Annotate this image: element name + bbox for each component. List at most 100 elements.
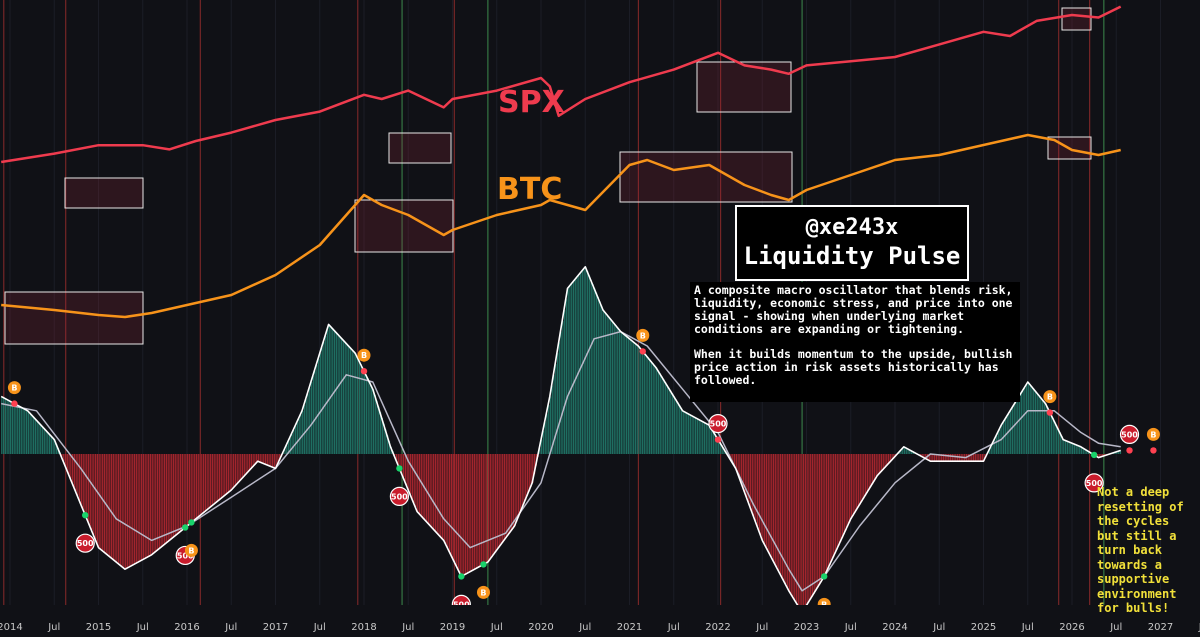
oscillator-bar (696, 418, 699, 454)
highlight-box (388, 132, 452, 164)
oscillator-bar (310, 382, 313, 454)
oscillator-bar (293, 430, 295, 454)
oscillator-bar (479, 454, 481, 567)
oscillator-bar (620, 331, 622, 454)
oscillator-bar (691, 415, 693, 454)
oscillator-bar (254, 454, 256, 466)
oscillator-bar (820, 454, 822, 583)
oscillator-bar (870, 454, 872, 488)
oscillator-bar (1070, 442, 1072, 454)
oscillator-bar (411, 454, 414, 499)
oscillator-bar (201, 454, 203, 515)
oscillator-bar (933, 454, 936, 462)
oscillator-bar (606, 314, 608, 454)
oscillator-bar (776, 454, 778, 568)
oscillator-bar (98, 454, 100, 548)
highlight-box (1061, 7, 1092, 31)
oscillator-bar (668, 387, 670, 454)
oscillator-bar (385, 429, 387, 454)
oscillator-bar (578, 275, 580, 454)
oscillator-bar (342, 339, 345, 454)
oscillator-bar (663, 379, 665, 454)
oscillator-bar (967, 454, 969, 462)
oscillator-bar (939, 454, 941, 462)
oscillator-bar (43, 428, 45, 454)
oscillator-bar (302, 410, 304, 454)
oscillator-bar (413, 454, 415, 503)
oscillator-bar (995, 436, 998, 454)
oscillator-bar (185, 454, 187, 528)
oscillator-bar (824, 454, 826, 577)
oscillator-bar (362, 367, 364, 454)
oscillator-bar (647, 356, 649, 454)
oscillator-bar (1102, 454, 1104, 457)
oscillator-bar (618, 329, 621, 454)
oscillator-bar (167, 454, 169, 542)
oscillator-bar (41, 426, 44, 454)
oscillator-bar (988, 450, 991, 454)
oscillator-bar (38, 422, 40, 454)
oscillator-bar (673, 396, 676, 454)
oscillator-bar (946, 454, 948, 462)
oscillator-bar (850, 454, 853, 519)
oscillator-bar (608, 316, 610, 454)
oscillator-bar (206, 454, 208, 511)
oscillator-bar (75, 454, 77, 492)
oscillator-bar (93, 454, 95, 535)
oscillator-bar (48, 433, 51, 454)
annotation-note: Not a deep resetting of the cycles but s… (1097, 485, 1184, 615)
oscillator-bar (443, 454, 445, 541)
btc-signal-icon (7, 381, 21, 395)
oscillator-bar (795, 454, 798, 603)
signal-dot (639, 348, 646, 355)
oscillator-bar (517, 454, 520, 518)
oscillator-bar (126, 454, 129, 569)
oscillator-bar (215, 454, 217, 503)
oscillator-bar (955, 454, 957, 462)
oscillator-bar (364, 371, 366, 454)
oscillator-bar (507, 454, 509, 536)
btc-signal-glyph: B (188, 546, 194, 555)
oscillator-bar (50, 435, 53, 454)
oscillator-bar (27, 410, 29, 454)
oscillator-bar (176, 454, 178, 535)
oscillator-bar (394, 454, 396, 456)
oscillator-bar (1013, 405, 1015, 454)
oscillator-bar (408, 454, 410, 490)
oscillator-bar (132, 454, 134, 566)
oscillator-bar (227, 454, 230, 493)
oscillator-bar (236, 454, 238, 485)
x-tick-label: 2025 (971, 622, 996, 633)
oscillator-bar (643, 352, 645, 454)
x-tick-label: 2016 (174, 622, 199, 633)
oscillator-bar (367, 378, 369, 454)
x-tick-label: 2017 (263, 622, 288, 633)
spx-series-label: SPX (498, 85, 565, 120)
btc-series-label: BTC (497, 172, 562, 207)
oscillator-bar (24, 408, 26, 454)
x-tick-label: Jul (490, 622, 503, 633)
oscillator-bar (369, 382, 371, 454)
oscillator-bar (1116, 451, 1118, 454)
oscillator-bar (633, 341, 635, 454)
oscillator-bar (675, 399, 677, 454)
oscillator-bar (438, 454, 440, 535)
sell-signal-badge (389, 486, 409, 506)
oscillator-bar (47, 431, 49, 454)
oscillator-bar (983, 454, 985, 462)
oscillator-bar (498, 454, 500, 548)
oscillator-bar (1, 396, 3, 454)
oscillator-bar (521, 454, 523, 509)
description-box: A composite macro oscillator that blends… (690, 282, 1020, 402)
oscillator-bar (514, 454, 516, 526)
oscillator-bar (192, 454, 194, 522)
oscillator-bar (512, 454, 514, 529)
oscillator-bar (1080, 446, 1083, 454)
sell-signal-label: 500 (1121, 430, 1138, 439)
oscillator-bar (243, 454, 245, 477)
oscillator-bar (937, 454, 939, 462)
sell-signal-badge (1084, 473, 1104, 493)
sell-signal-label: 500 (453, 600, 470, 609)
oscillator-bar (425, 454, 428, 522)
oscillator-bar (1043, 401, 1045, 454)
